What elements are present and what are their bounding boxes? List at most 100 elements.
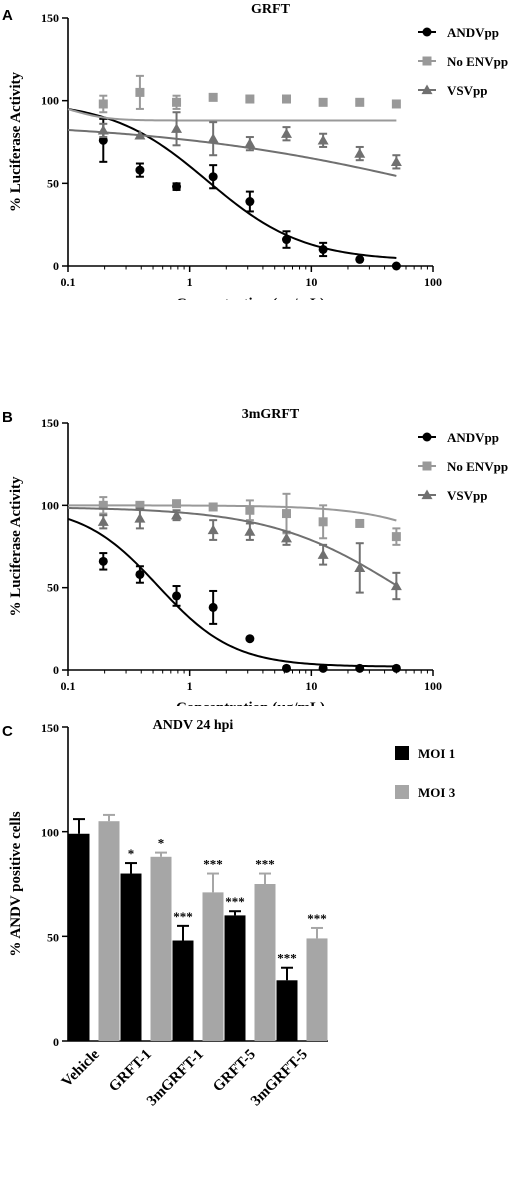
y-tick-label: 150 bbox=[41, 721, 59, 735]
significance-label: *** bbox=[255, 857, 275, 872]
bar-moi-1 bbox=[224, 915, 246, 1041]
legend-marker bbox=[421, 84, 433, 95]
data-point bbox=[244, 526, 256, 536]
data-point bbox=[207, 133, 219, 143]
data-point bbox=[98, 99, 108, 109]
bar-moi-3 bbox=[254, 884, 276, 1041]
legend-label: VSVpp bbox=[447, 83, 487, 98]
bar-moi-3 bbox=[202, 892, 224, 1041]
data-point bbox=[281, 663, 291, 673]
y-axis-label: % ANDV positive cells bbox=[8, 811, 24, 956]
data-point bbox=[390, 580, 402, 591]
y-axis-label: % Luciferase Activity bbox=[8, 476, 24, 616]
legend-marker bbox=[421, 489, 433, 500]
series-no-envpp bbox=[68, 492, 401, 546]
x-axis-label: Concentration (µg/mL) bbox=[176, 296, 325, 300]
x-category-label: 3mGRFT-5 bbox=[248, 1047, 311, 1110]
series-andvpp bbox=[67, 517, 401, 673]
bar-moi-1 bbox=[276, 980, 298, 1041]
y-tick-label: 100 bbox=[41, 826, 59, 840]
panel-letter-a: A bbox=[2, 7, 13, 24]
legend-label: VSVpp bbox=[447, 488, 487, 503]
data-point bbox=[172, 182, 182, 192]
chart-title: GRFT bbox=[251, 2, 291, 17]
data-point bbox=[355, 254, 365, 264]
data-point bbox=[135, 500, 145, 510]
data-point bbox=[208, 92, 218, 102]
data-point bbox=[317, 134, 329, 145]
y-tick-label: 150 bbox=[41, 11, 59, 25]
data-point bbox=[354, 148, 366, 158]
legend-label: No ENVpp bbox=[447, 54, 508, 69]
x-category-label: Vehicle bbox=[59, 1046, 103, 1090]
data-point bbox=[244, 138, 256, 148]
data-point bbox=[208, 602, 218, 612]
legend-marker bbox=[422, 27, 432, 37]
legend-label: ANDVpp bbox=[447, 430, 499, 445]
series-andvpp bbox=[67, 108, 401, 271]
data-point bbox=[318, 244, 328, 254]
data-point bbox=[172, 591, 182, 601]
data-point bbox=[135, 569, 145, 579]
x-tick-label: 10 bbox=[305, 679, 317, 693]
bar-moi-1 bbox=[172, 940, 194, 1041]
data-point bbox=[390, 156, 402, 166]
legend-swatch bbox=[395, 785, 409, 799]
data-point bbox=[208, 172, 218, 182]
data-point bbox=[98, 500, 108, 510]
data-point bbox=[355, 518, 365, 528]
bar-moi-1 bbox=[68, 833, 90, 1041]
y-axis-label: % Luciferase Activity bbox=[8, 72, 24, 212]
bar-moi-1 bbox=[120, 873, 142, 1041]
data-point bbox=[355, 663, 365, 673]
data-point bbox=[317, 549, 329, 559]
data-point bbox=[172, 499, 182, 509]
data-point bbox=[281, 509, 291, 519]
fit-curve bbox=[67, 108, 397, 122]
data-point bbox=[318, 663, 328, 673]
data-point bbox=[280, 128, 292, 138]
legend-marker bbox=[422, 461, 432, 471]
fit-curve bbox=[67, 507, 397, 587]
y-tick-label: 100 bbox=[41, 94, 59, 108]
panel-letter-b: B bbox=[2, 409, 13, 426]
chart-title: ANDV 24 hpi bbox=[153, 718, 234, 733]
chart-a-svg: A GRFT 0 50 100 150 0.1 1 10 100 Concentration (µ… bbox=[2, 2, 508, 300]
panel-letter-c: C bbox=[2, 723, 13, 740]
x-category-label: GRFT-1 bbox=[106, 1047, 155, 1096]
series-vsvpp bbox=[67, 507, 402, 601]
data-point bbox=[245, 505, 255, 515]
significance-label: *** bbox=[225, 894, 245, 909]
data-point bbox=[281, 235, 291, 245]
data-point bbox=[98, 135, 108, 145]
x-tick-label: 100 bbox=[424, 679, 442, 693]
data-point bbox=[318, 517, 328, 527]
chart-b-svg: B 3mGRFT 0 50 100 150 0.1 1 10 100 Concentration … bbox=[2, 407, 508, 706]
significance-label: *** bbox=[173, 909, 193, 924]
fit-curve bbox=[67, 129, 397, 177]
chart-c-svg: C ANDV 24 hpi 0 50 100 150 % ANDV positive ce… bbox=[2, 718, 456, 1110]
data-point bbox=[135, 165, 145, 175]
data-point bbox=[391, 261, 401, 271]
data-point bbox=[97, 124, 109, 135]
data-point bbox=[135, 87, 145, 97]
data-point bbox=[207, 524, 219, 535]
y-tick-label: 50 bbox=[47, 581, 59, 595]
y-tick-label: 50 bbox=[47, 930, 59, 944]
data-point bbox=[97, 516, 109, 526]
significance-label: * bbox=[128, 846, 135, 861]
x-tick-label: 100 bbox=[424, 275, 442, 289]
series-no-envpp bbox=[67, 74, 401, 122]
data-point bbox=[171, 509, 183, 520]
significance-label: *** bbox=[277, 951, 297, 966]
data-point bbox=[245, 94, 255, 104]
x-tick-label: 0.1 bbox=[61, 679, 76, 693]
legend-label: MOI 1 bbox=[418, 746, 455, 761]
significance-label: * bbox=[158, 836, 165, 851]
data-point bbox=[318, 97, 328, 107]
data-point bbox=[391, 532, 401, 542]
bar-moi-3 bbox=[306, 938, 328, 1041]
data-point bbox=[98, 556, 108, 566]
legend-label: MOI 3 bbox=[418, 785, 456, 800]
fit-curve bbox=[67, 108, 397, 259]
